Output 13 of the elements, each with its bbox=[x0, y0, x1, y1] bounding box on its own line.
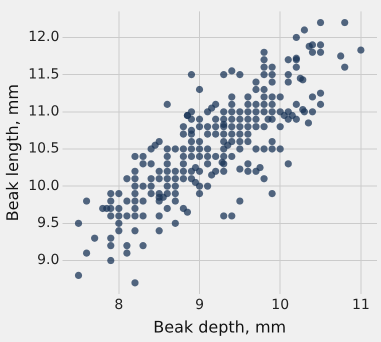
y-tick-label: 10.5 bbox=[28, 140, 60, 157]
y-tick-label: 10.0 bbox=[28, 178, 60, 194]
y-axis-title: Beak length, mm bbox=[2, 84, 22, 222]
y-tick-label: 12.0 bbox=[28, 29, 60, 46]
y-tick-label: 9.5 bbox=[37, 214, 60, 231]
x-tick-label: 11 bbox=[352, 297, 370, 314]
y-tick-label: 11.5 bbox=[28, 66, 60, 82]
x-tick-label: 10 bbox=[271, 297, 290, 314]
y-tick-label: 11.0 bbox=[28, 103, 60, 120]
y-tick-label: 9.0 bbox=[37, 252, 60, 268]
x-tick-label: 9 bbox=[195, 297, 204, 314]
x-tick-label: 8 bbox=[114, 297, 124, 314]
x-axis-title: Beak depth, mm bbox=[153, 318, 286, 337]
